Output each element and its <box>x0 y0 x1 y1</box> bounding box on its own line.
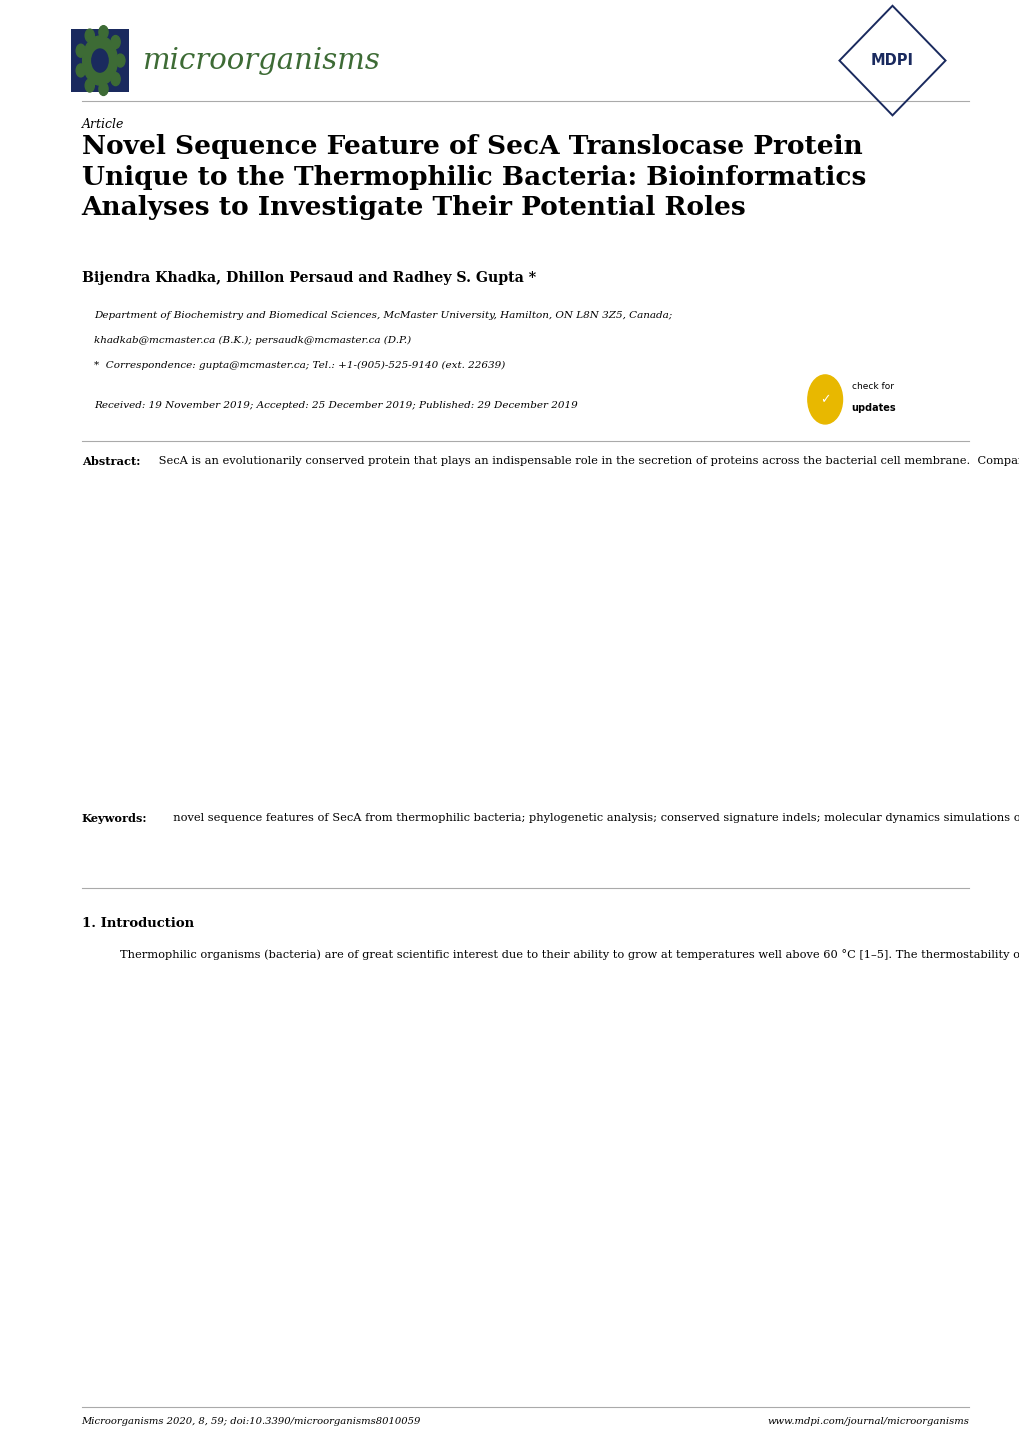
Text: Novel Sequence Feature of SecA Translocase Protein
Unique to the Thermophilic Ba: Novel Sequence Feature of SecA Transloca… <box>82 134 865 221</box>
Text: 1. Introduction: 1. Introduction <box>82 917 194 930</box>
Text: Abstract:: Abstract: <box>82 456 140 467</box>
Circle shape <box>807 375 842 424</box>
Text: Keywords:: Keywords: <box>82 813 147 825</box>
Text: Thermophilic organisms (bacteria) are of great scientific interest due to their : Thermophilic organisms (bacteria) are of… <box>120 949 1019 960</box>
Text: MDPI: MDPI <box>870 53 913 68</box>
Circle shape <box>83 36 117 85</box>
Circle shape <box>116 53 125 66</box>
Text: Article: Article <box>82 118 124 131</box>
Text: khadkab@mcmaster.ca (B.K.); persaudk@mcmaster.ca (D.P.): khadkab@mcmaster.ca (B.K.); persaudk@mcm… <box>94 336 411 345</box>
Text: *  Correspondence: gupta@mcmaster.ca; Tel.: +1-(905)-525-9140 (ext. 22639): * Correspondence: gupta@mcmaster.ca; Tel… <box>94 360 504 369</box>
Text: www.mdpi.com/journal/microorganisms: www.mdpi.com/journal/microorganisms <box>766 1417 968 1426</box>
Text: check for: check for <box>851 382 893 391</box>
Circle shape <box>92 49 108 72</box>
Circle shape <box>86 79 95 92</box>
Text: Department of Biochemistry and Biomedical Sciences, McMaster University, Hamilto: Department of Biochemistry and Biomedica… <box>94 311 672 320</box>
Text: Received: 19 November 2019; Accepted: 25 December 2019; Published: 29 December 2: Received: 19 November 2019; Accepted: 25… <box>94 401 577 410</box>
Circle shape <box>76 45 86 58</box>
Circle shape <box>76 63 86 76</box>
Circle shape <box>111 36 120 49</box>
Circle shape <box>99 26 108 39</box>
Text: Bijendra Khadka, Dhillon Persaud and Radhey S. Gupta *: Bijendra Khadka, Dhillon Persaud and Rad… <box>82 271 535 286</box>
Text: SecA is an evolutionarily conserved protein that plays an indispensable role in : SecA is an evolutionarily conserved prot… <box>155 456 1019 466</box>
Circle shape <box>99 82 108 95</box>
Circle shape <box>86 29 95 42</box>
FancyBboxPatch shape <box>71 29 128 92</box>
Text: ✓: ✓ <box>819 392 829 407</box>
Text: novel sequence features of SecA from thermophilic bacteria; phylogenetic analysi: novel sequence features of SecA from the… <box>166 813 1019 823</box>
Text: microorganisms: microorganisms <box>143 46 380 75</box>
Circle shape <box>111 72 120 85</box>
Text: updates: updates <box>851 404 896 412</box>
Text: Microorganisms 2020, 8, 59; doi:10.3390/microorganisms8010059: Microorganisms 2020, 8, 59; doi:10.3390/… <box>82 1417 421 1426</box>
